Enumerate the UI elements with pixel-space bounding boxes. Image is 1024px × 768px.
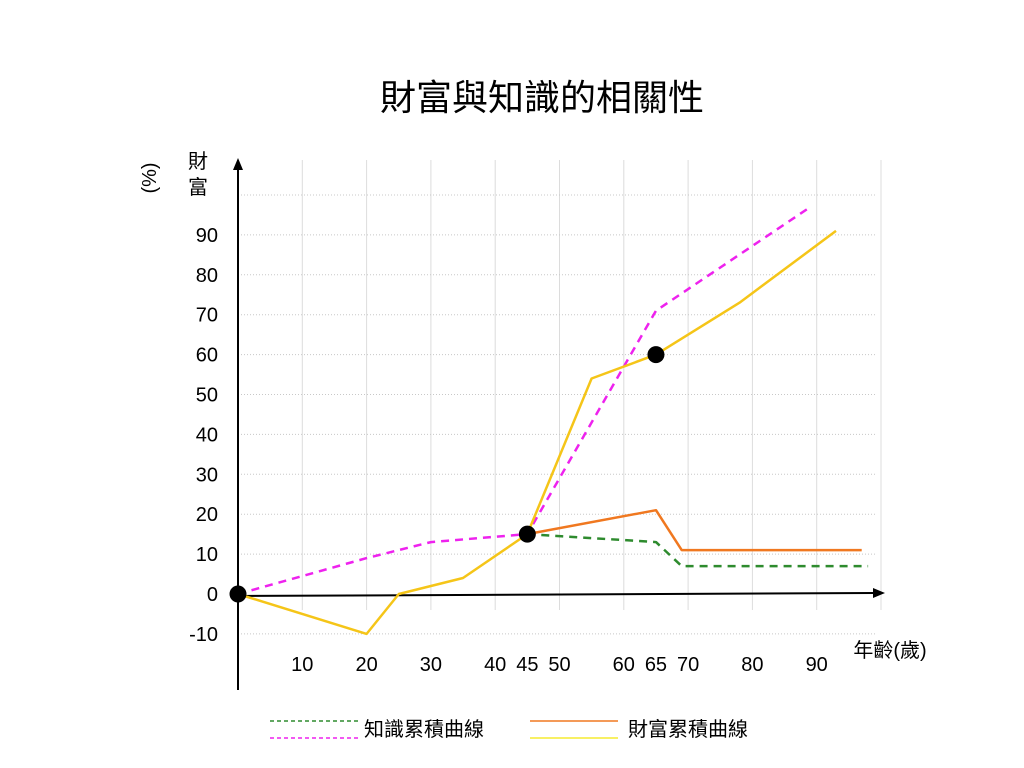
x-axis xyxy=(237,592,875,597)
x-tick-label: 20 xyxy=(355,654,377,676)
y-tick-label: 60 xyxy=(196,345,218,367)
grid xyxy=(238,160,882,635)
x-tick-label: 40 xyxy=(484,654,506,676)
series-line-wealth-upper xyxy=(237,229,837,636)
legend-wealth-label: 財富累積曲線 xyxy=(628,718,748,741)
y-tick-label: 10 xyxy=(196,544,218,566)
intersection-marker xyxy=(647,346,665,364)
legend-knowledge-label: 知識累積曲線 xyxy=(364,718,484,741)
y-axis-unit: (%) xyxy=(139,162,161,193)
x-tick-label: 45 xyxy=(516,654,538,676)
y-tick-label: 40 xyxy=(196,424,218,446)
x-tick-label: 70 xyxy=(677,654,699,676)
x-axis-label: 年齡(歲) xyxy=(853,639,926,662)
y-tick-label: -10 xyxy=(189,624,218,646)
x-tick-label: 80 xyxy=(741,654,763,676)
legend: 知識累積曲線 財富累積曲線 xyxy=(270,718,748,741)
intersection-marker xyxy=(229,585,247,603)
x-tick-label: 10 xyxy=(291,654,313,676)
x-tick-label: 30 xyxy=(420,654,442,676)
y-axis-label-char-1: 財 xyxy=(188,150,208,173)
x-tick-label: 65 xyxy=(645,654,667,676)
axes xyxy=(233,158,885,690)
x-tick-label: 50 xyxy=(548,654,570,676)
series-line-wealth-base xyxy=(527,508,862,552)
y-axis-arrow xyxy=(233,158,243,170)
markers xyxy=(229,346,665,603)
x-tick-label: 90 xyxy=(806,654,828,676)
tick-labels: -10 0 10 20 30 40 50 60 70 80 90 10 20 30 40 45 50 60 65 70… xyxy=(189,225,828,676)
y-tick-label: 80 xyxy=(196,265,218,287)
y-tick-label: 0 xyxy=(207,584,218,606)
y-tick-label: 90 xyxy=(196,225,218,247)
y-tick-label: 50 xyxy=(196,385,218,407)
y-tick-label: 20 xyxy=(196,504,218,526)
x-axis-arrow xyxy=(873,588,885,598)
chart-title: 財富與知識的相關性 xyxy=(380,78,704,119)
x-tick-label: 60 xyxy=(613,654,635,676)
y-tick-label: 70 xyxy=(196,305,218,327)
y-tick-label: 30 xyxy=(196,464,218,486)
intersection-marker xyxy=(518,525,536,543)
series-lines xyxy=(237,205,869,636)
series-line-knowledge-base xyxy=(527,532,869,568)
y-axis-label-char-2: 富 xyxy=(188,176,208,199)
